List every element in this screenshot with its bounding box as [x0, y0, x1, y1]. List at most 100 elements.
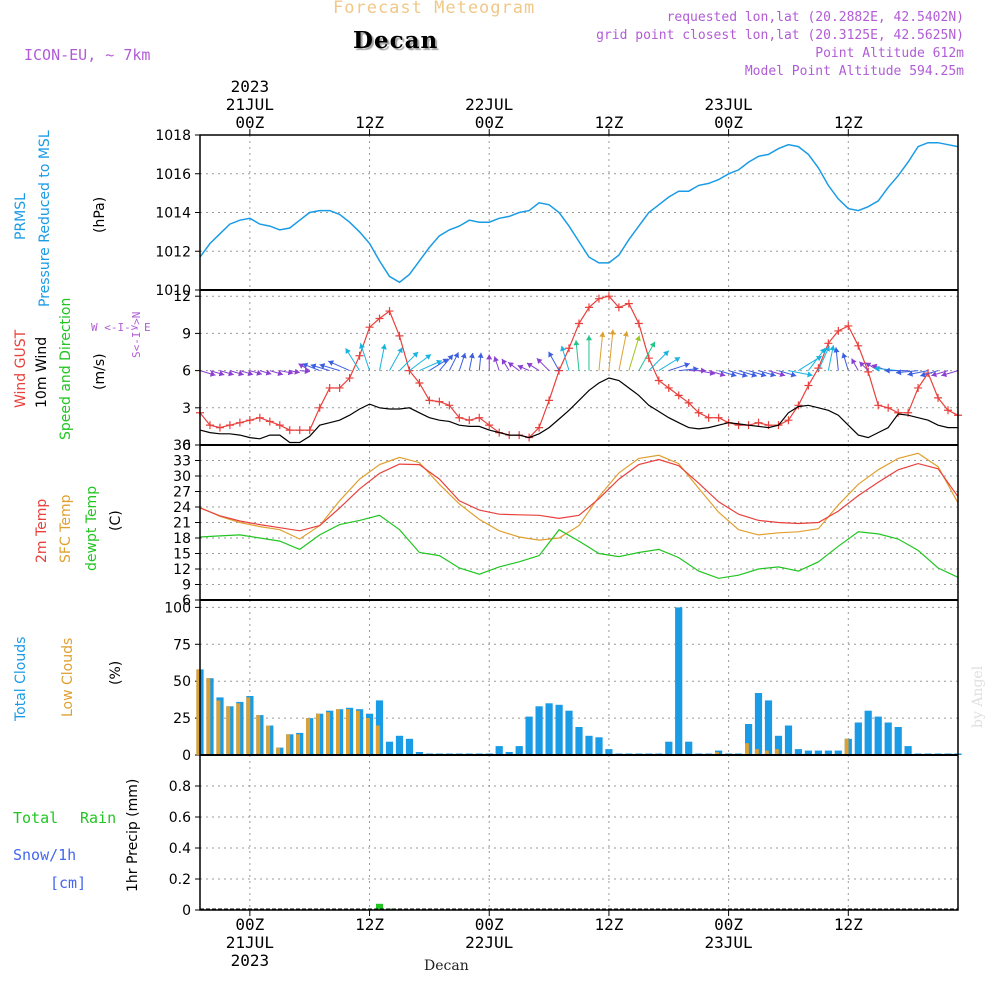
wind-direction-arrowhead — [517, 364, 524, 371]
gust-marker — [315, 403, 324, 412]
total-cloud-bar — [854, 722, 862, 755]
rain-label-total: Total — [13, 809, 58, 827]
requested-point: requested lon,lat (20.2882E, 42.5402N) — [666, 10, 964, 25]
wind-direction-arrowhead — [674, 357, 681, 363]
wind-direction-arrowhead — [477, 352, 484, 358]
wind-direction-arrowhead — [829, 345, 836, 351]
gust-marker — [864, 367, 873, 376]
rain-label-rain: Rain — [80, 809, 116, 827]
low-cloud-bar — [236, 703, 241, 755]
sfc-temp-line — [199, 452, 959, 541]
clouds-ytick-label: 100 — [164, 600, 191, 616]
wind-direction-arrowhead — [493, 356, 499, 363]
wind-direction-arrowhead — [453, 352, 459, 359]
rain-bar — [376, 903, 383, 910]
temp-ytick-label: 6 — [182, 593, 191, 609]
wind-direction-arrowhead — [874, 365, 880, 372]
total-cloud-bar — [395, 735, 404, 755]
wind-direction-arrowhead — [218, 370, 225, 377]
total-cloud-bar — [874, 716, 882, 755]
wind-direction-arrowhead — [635, 335, 641, 342]
total-cloud-bar — [675, 607, 683, 755]
gust-marker — [664, 383, 673, 392]
temp-ytick-label: 15 — [173, 547, 191, 563]
wind-direction-arrowhead — [442, 358, 449, 364]
gust-marker — [565, 344, 574, 353]
wind-direction-arrowhead — [256, 369, 262, 376]
gust-marker — [435, 397, 444, 406]
gust-marker — [754, 418, 763, 427]
gust-marker — [475, 413, 484, 422]
low-cloud-bar — [196, 669, 201, 755]
time-label-bottom: 12Z — [594, 915, 623, 934]
wind-direction-arrowhead — [790, 371, 797, 378]
low-cloud-bar — [356, 710, 360, 755]
gust-marker — [235, 418, 244, 427]
gust-marker — [654, 376, 663, 385]
gust-marker — [604, 292, 613, 301]
gust-marker — [704, 413, 713, 422]
wind-direction-arrowhead — [941, 371, 947, 377]
low-cloud-bar — [286, 734, 291, 755]
wind-direction-arrowhead — [526, 363, 533, 369]
wind-direction-arrowhead — [238, 370, 244, 377]
total-cloud-bar — [784, 725, 793, 755]
location-title: Decan — [353, 27, 439, 54]
gust-marker — [614, 303, 623, 312]
gust-marker — [784, 416, 793, 425]
clouds-ytick-label: 25 — [173, 711, 191, 727]
wind-direction-label: Speed and Direction — [58, 298, 74, 440]
gust-marker — [255, 413, 264, 422]
wind-speed-line — [199, 377, 958, 444]
total-cloud-bar — [774, 735, 783, 755]
low-clouds-label: Low Clouds — [60, 638, 76, 717]
gust-marker — [594, 294, 603, 303]
gust-marker — [545, 396, 554, 405]
gust-marker — [844, 321, 853, 330]
gust-marker — [215, 423, 224, 432]
wind-direction-arrowhead — [508, 362, 514, 368]
snow-unit-label: [cm] — [50, 874, 86, 892]
gust-marker — [874, 401, 883, 410]
gust-marker — [465, 416, 474, 425]
wind-direction-arrowhead — [247, 370, 254, 376]
gust-marker — [824, 339, 833, 348]
pressure-ytick-label: 1012 — [155, 244, 191, 260]
time-label-top: 12Z — [834, 113, 863, 132]
gust-marker — [415, 379, 424, 387]
gust-marker — [804, 381, 813, 390]
wind-direction-arrowhead — [548, 351, 554, 358]
wind-direction-arrowhead — [609, 329, 616, 335]
wind-ytick-label: 12 — [173, 289, 191, 305]
gust-marker — [245, 416, 254, 425]
wind-ytick-label: 6 — [182, 364, 191, 380]
total-cloud-bar — [495, 746, 503, 755]
product-title: Forecast Meteogram — [333, 0, 536, 18]
total-cloud-bar — [545, 703, 553, 755]
total-cloud-bar — [794, 749, 802, 755]
gust-marker — [275, 421, 284, 430]
wind-direction-arrowhead — [819, 348, 826, 354]
low-cloud-bar — [774, 749, 779, 755]
temp-ytick-label: 12 — [173, 562, 191, 578]
gust-marker — [634, 319, 643, 328]
wind-direction-arrowhead — [468, 352, 475, 359]
wind-direction-arrowhead — [319, 363, 326, 369]
gust-marker — [335, 383, 344, 392]
gust-label: Wind GUST — [13, 329, 29, 408]
low-cloud-bar — [216, 700, 221, 755]
date-label-top: 22JUL — [465, 95, 513, 114]
wind-direction-arrowhead — [460, 353, 467, 359]
low-cloud-bar — [844, 738, 849, 755]
total-cloud-bar — [555, 704, 563, 755]
wind-direction-arrowhead — [859, 361, 865, 368]
wind-direction-arrowhead — [833, 347, 840, 353]
low-cloud-bar — [266, 725, 271, 755]
total-cloud-bar — [804, 750, 812, 755]
gust-marker — [375, 314, 384, 323]
total-cloud-bar — [864, 710, 872, 755]
pressure-ytick-label: 1016 — [155, 167, 191, 183]
wind-direction-arrowhead — [486, 354, 493, 360]
date-label-bottom: 21JUL — [226, 933, 274, 952]
wind-direction-arrowhead — [741, 372, 748, 378]
